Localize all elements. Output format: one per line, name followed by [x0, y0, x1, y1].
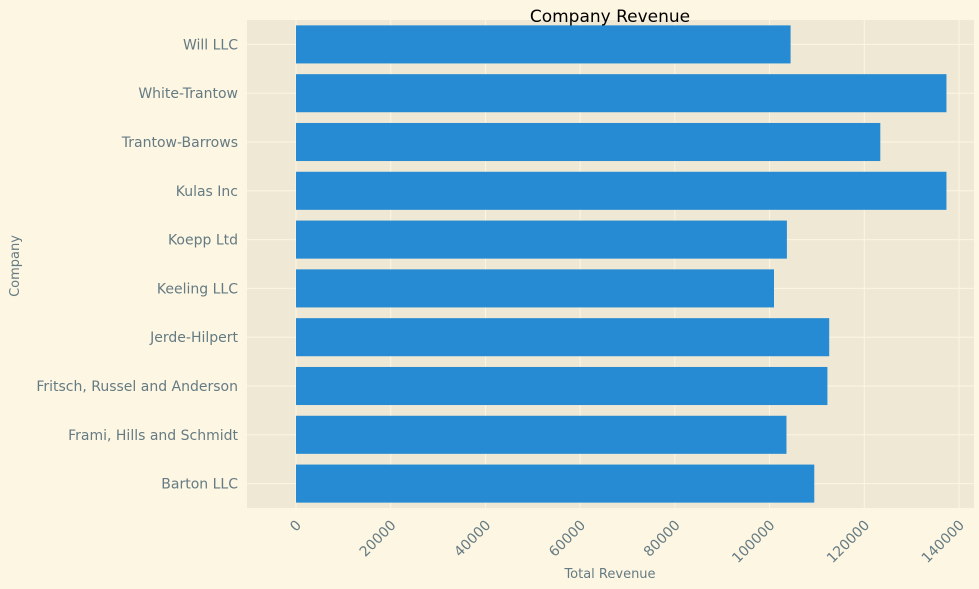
y-tick-label: Koepp Ltd [168, 233, 238, 249]
y-tick-label: Barton LLC [161, 477, 238, 493]
bar-fritsch-russel-and-anderson [296, 366, 828, 406]
bar-white-trantow [296, 74, 947, 113]
y-tick-label: Keeling LLC [157, 281, 238, 297]
x-tick-label: 140000 [919, 518, 968, 567]
x-tick-label: 0 [287, 518, 305, 536]
bar-trantow-barrows [296, 122, 881, 162]
bar-keeling-llc [296, 269, 774, 308]
bar-koepp-ltd [296, 220, 787, 259]
y-tick-labels: Will LLC White-Trantow Trantow-Barrows Kula… [36, 37, 238, 492]
bar-kulas-inc [296, 171, 947, 210]
bars [296, 25, 947, 503]
y-tick-label: White-Trantow [138, 86, 238, 102]
x-tick-label: 100000 [729, 518, 778, 567]
x-tick-label: 60000 [546, 518, 589, 561]
x-tick-labels: 0 20000 40000 60000 80000 100000 120000 140000 [287, 518, 968, 567]
bar-jerde-hilpert [296, 318, 830, 357]
y-axis-label: Company [8, 235, 23, 297]
bar-barton-llc [296, 464, 815, 503]
y-tick-label: Fritsch, Russel and Anderson [36, 379, 238, 395]
x-tick-label: 20000 [357, 518, 400, 561]
bar-will-llc [296, 25, 791, 64]
x-tick-label: 40000 [451, 518, 494, 561]
chart-title: Company Revenue [530, 7, 690, 27]
y-tick-label: Kulas Inc [176, 184, 238, 200]
x-tick-label: 80000 [641, 518, 684, 561]
y-tick-label: Jerde-Hilpert [149, 330, 238, 346]
y-tick-label: Trantow-Barrows [121, 135, 238, 151]
x-tick-label: 120000 [824, 518, 873, 567]
x-axis-label: Total Revenue [563, 567, 655, 582]
y-tick-label: Frami, Hills and Schmidt [68, 428, 238, 444]
y-tick-label: Will LLC [183, 37, 238, 53]
bar-frami-hills-and-schmidt [296, 415, 787, 454]
